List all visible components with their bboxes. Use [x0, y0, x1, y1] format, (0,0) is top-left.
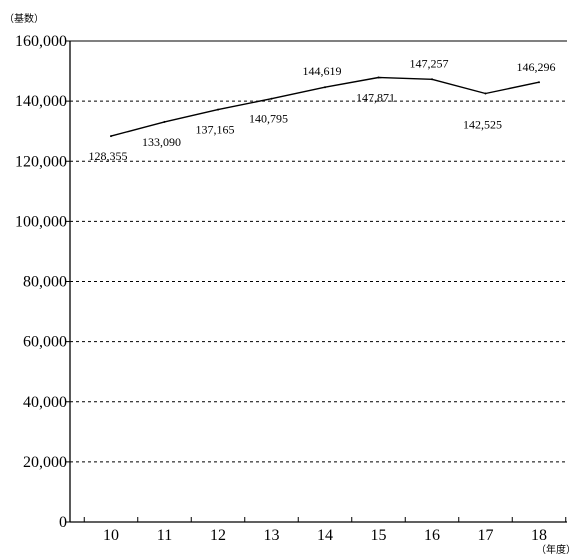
x-tick-label: 11	[157, 527, 172, 544]
data-labels: 128,355 133,090 137,165 140,795 144,619 147,8…	[89, 56, 556, 163]
data-point	[377, 76, 380, 79]
data-point	[110, 135, 112, 138]
data-point	[217, 108, 219, 111]
data-point	[324, 86, 326, 89]
data-label: 147,257	[410, 56, 449, 70]
y-tick-label: 0	[59, 514, 67, 531]
x-unit-label: （年度）	[536, 543, 572, 556]
y-tick-label: 60,000	[23, 334, 67, 351]
x-tick-label: 10	[103, 527, 119, 544]
x-tick-label: 13	[264, 527, 280, 544]
x-tick-label: 12	[210, 527, 226, 544]
x-tick-label: 14	[317, 527, 333, 544]
y-tick-label: 40,000	[23, 394, 67, 411]
y-tick-label: 100,000	[15, 213, 67, 230]
x-tick-label: 16	[424, 527, 440, 544]
data-label: 146,296	[517, 60, 556, 74]
gridlines	[70, 100, 567, 463]
series-line-group	[110, 76, 540, 138]
data-point	[431, 78, 433, 81]
y-unit-label: （基数）	[4, 12, 44, 25]
data-point	[270, 97, 273, 100]
data-label: 128,355	[89, 149, 128, 163]
y-tick-label: 120,000	[15, 153, 67, 170]
x-tick-label: 17	[478, 527, 494, 544]
data-label: 133,090	[142, 135, 181, 149]
x-tick-label: 18	[531, 527, 547, 544]
x-tick-label: 15	[371, 527, 387, 544]
y-tick-label: 80,000	[23, 274, 67, 291]
data-label: 144,619	[303, 64, 342, 78]
data-label: 137,165	[196, 123, 235, 137]
data-label: 140,795	[249, 112, 288, 126]
y-tick-label: 20,000	[23, 454, 67, 471]
y-tick-label: 160,000	[15, 33, 67, 50]
data-point	[163, 120, 166, 123]
y-axis-ticks: 0 20,000 40,000 60,000 80,000 100,000 120,000 1…	[15, 33, 70, 531]
data-label: 147,871	[356, 90, 395, 104]
data-label: 142,525	[463, 118, 502, 132]
data-point	[484, 92, 487, 95]
x-axis-ticks: 10 11 12 13 14 15 16 17 18	[83, 517, 567, 544]
y-tick-label: 140,000	[15, 93, 67, 110]
data-point	[538, 81, 540, 84]
